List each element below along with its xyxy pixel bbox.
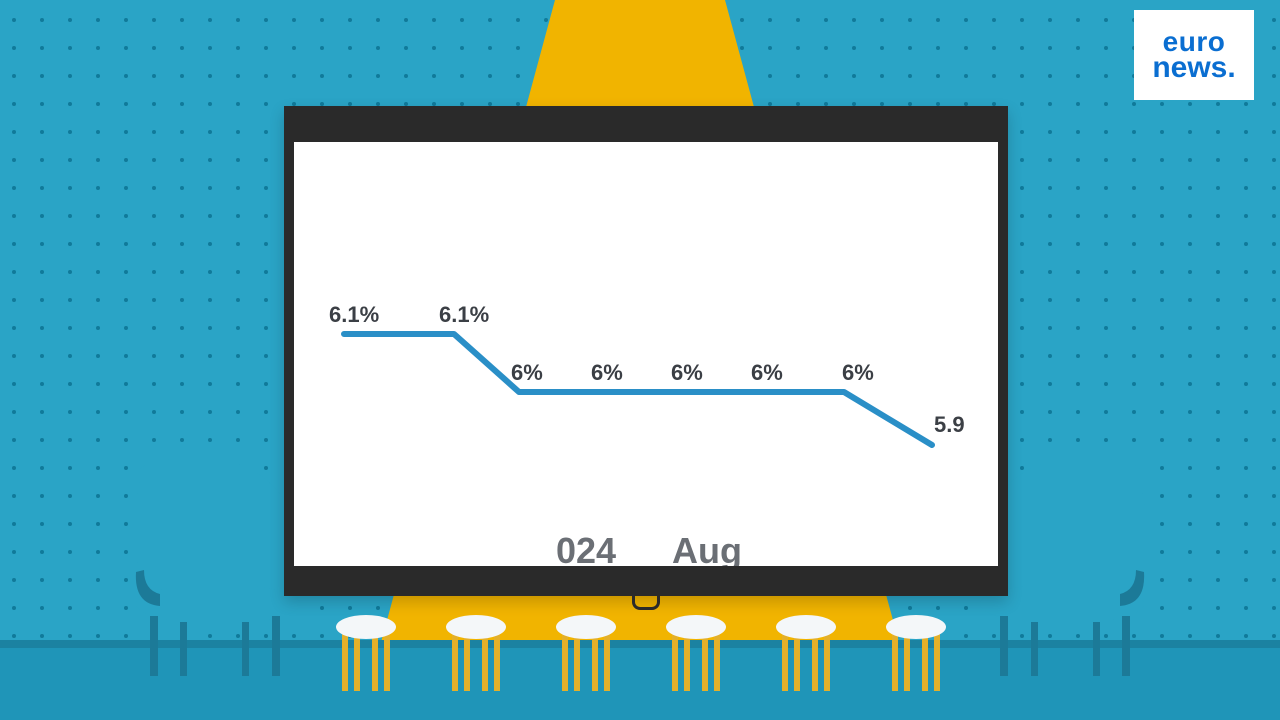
stool xyxy=(774,609,838,700)
screen-canvas: 6.1%6.1%6%6%6%6%6%5.9 024 Aug xyxy=(294,142,998,566)
data-point-label: 6% xyxy=(671,360,703,386)
line-chart xyxy=(294,142,998,566)
stage: 6.1%6.1%6%6%6%6%6%5.9 024 Aug euro news. xyxy=(0,0,1280,720)
data-point-label: 6% xyxy=(591,360,623,386)
data-point-label: 5.9 xyxy=(934,412,965,438)
stool xyxy=(664,609,728,700)
data-point-label: 6.1% xyxy=(329,302,379,328)
stool xyxy=(884,609,948,700)
data-point-label: 6% xyxy=(511,360,543,386)
stool xyxy=(334,609,398,700)
stool xyxy=(554,609,618,700)
projector-screen: 6.1%6.1%6%6%6%6%6%5.9 024 Aug xyxy=(284,106,1008,596)
screen-top-bar xyxy=(284,106,1008,142)
data-point-label: 6% xyxy=(751,360,783,386)
logo-line-2: news. xyxy=(1152,54,1235,81)
screen-bottom-bar xyxy=(284,566,1008,596)
data-point-label: 6% xyxy=(842,360,874,386)
data-point-label: 6.1% xyxy=(439,302,489,328)
screen-pull-handle xyxy=(632,593,660,610)
stool xyxy=(444,609,508,700)
euronews-logo: euro news. xyxy=(1134,10,1254,100)
